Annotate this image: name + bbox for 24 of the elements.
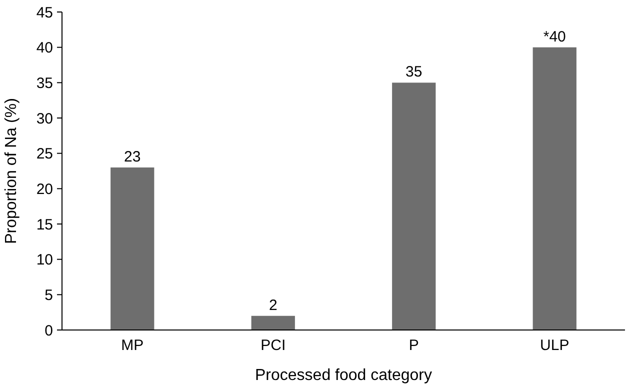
y-tick-label: 20 — [36, 180, 53, 198]
x-tick-label: MP — [121, 337, 144, 354]
y-tick-label: 5 — [44, 286, 53, 304]
bar — [110, 167, 154, 330]
y-tick-label: 15 — [36, 216, 53, 234]
data-label: 35 — [406, 64, 422, 81]
bar — [532, 47, 576, 330]
data-label: 23 — [124, 148, 141, 166]
data-label: 2 — [268, 296, 278, 314]
y-tick-label: 40 — [36, 40, 53, 57]
y-tick-label: 45 — [36, 4, 53, 22]
y-tick-label: 30 — [36, 110, 53, 128]
y-tick-label: 35 — [36, 74, 53, 92]
x-tick-label: ULP — [540, 337, 570, 354]
bar — [392, 82, 436, 330]
y-tick-label: 0 — [44, 322, 53, 340]
y-tick-label: 10 — [36, 252, 53, 269]
x-tick-label: P — [408, 337, 419, 354]
data-label: *40 — [543, 28, 566, 46]
y-tick-label: 25 — [36, 146, 53, 163]
bar — [251, 316, 295, 330]
x-tick-label: PCI — [260, 337, 286, 354]
x-axis-title: Processed food category — [255, 367, 432, 384]
y-axis-title: Proportion of Na (%) — [3, 98, 20, 244]
